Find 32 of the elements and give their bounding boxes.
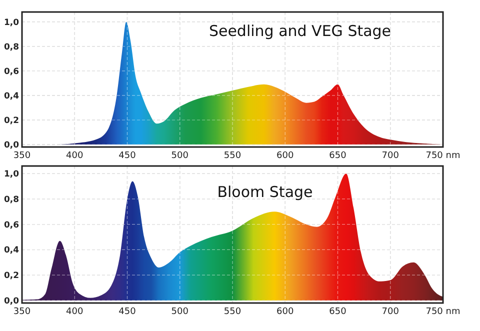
y-tick-label: 0,2 bbox=[4, 271, 20, 282]
x-tick-label: 450 bbox=[118, 151, 136, 161]
y-tick-label: 0,0 bbox=[4, 140, 20, 151]
y-tick-label: 0,2 bbox=[4, 116, 20, 126]
x-tick-label: 750 nm bbox=[426, 151, 460, 161]
x-tick-label: 500 bbox=[171, 307, 189, 317]
y-tick-label: 0,6 bbox=[4, 66, 20, 77]
y-tick-label: 0,8 bbox=[4, 42, 20, 52]
y-tick-label: 0,4 bbox=[4, 91, 20, 102]
y-tick-label: 1,0 bbox=[4, 170, 20, 180]
x-tick-label: 600 bbox=[276, 307, 294, 317]
y-tick-label: 0,4 bbox=[4, 246, 20, 256]
x-tick-label: 650 bbox=[329, 307, 347, 317]
text: Seedling and VEG Stage bbox=[208, 22, 392, 40]
x-tick-label: 400 bbox=[66, 151, 84, 161]
y-tick-label: 1,0 bbox=[4, 18, 20, 28]
x-tick-label: 700 bbox=[382, 307, 400, 317]
x-tick-label: 550 bbox=[224, 307, 242, 317]
x-tick-label: 500 bbox=[171, 151, 189, 161]
x-tick-label: 650 bbox=[329, 151, 347, 161]
x-tick-label: 350 bbox=[13, 307, 31, 317]
x-tick-label: 450 bbox=[118, 307, 136, 317]
x-tick-label: 600 bbox=[276, 151, 294, 161]
y-tick-label: 0,8 bbox=[4, 194, 20, 205]
x-tick-label: 550 bbox=[224, 151, 242, 161]
x-tick-label: 700 bbox=[382, 151, 400, 161]
y-tick-label: 0,0 bbox=[4, 296, 20, 306]
y-tick-label: 0,6 bbox=[4, 220, 20, 230]
x-tick-label: 400 bbox=[66, 307, 84, 317]
x-tick-label: 750 nm bbox=[426, 307, 460, 317]
text: Bloom Stage bbox=[217, 183, 313, 201]
x-tick-label: 350 bbox=[13, 151, 31, 161]
